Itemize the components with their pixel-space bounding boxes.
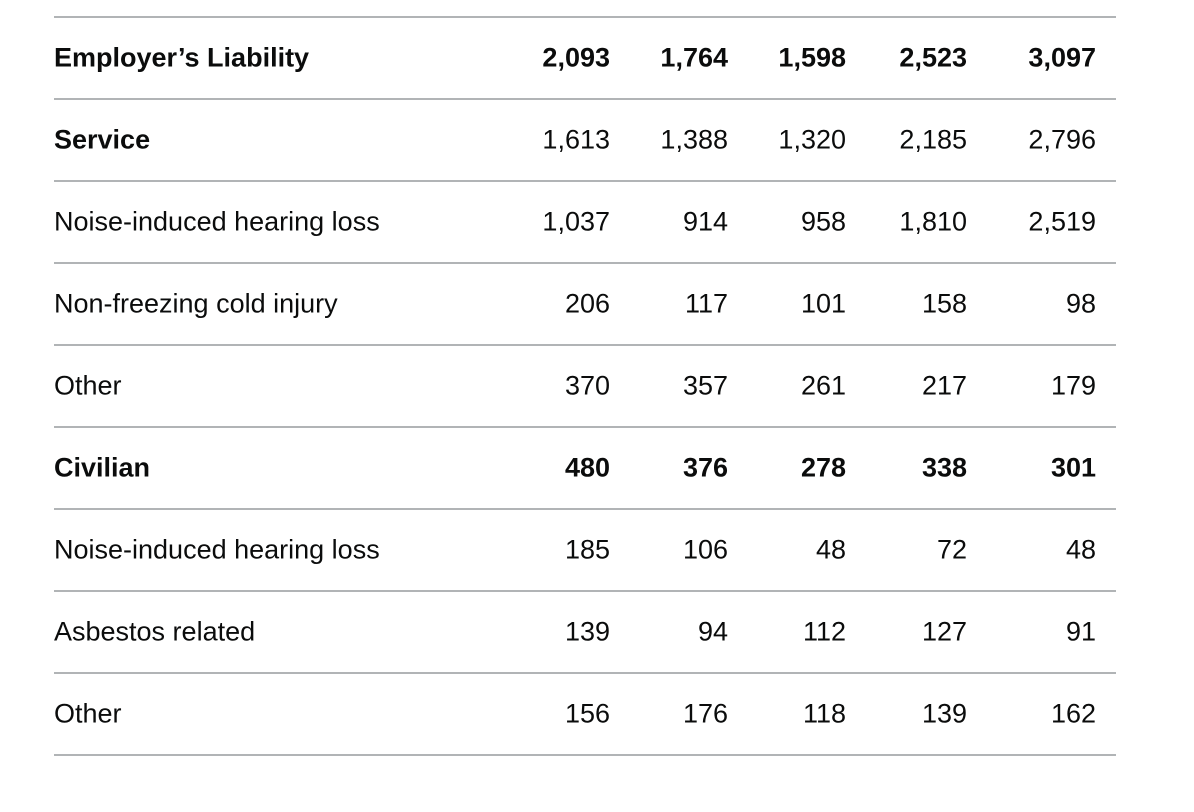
cell-value: 117 xyxy=(684,288,728,319)
row-label: Noise-induced hearing loss xyxy=(54,534,380,565)
cell-value: 301 xyxy=(1050,452,1096,483)
cell-value: 139 xyxy=(921,698,967,729)
cell-value: 1,764 xyxy=(660,42,728,73)
cell-value: 2,523 xyxy=(899,42,967,73)
cell-value: 72 xyxy=(936,534,967,565)
table-row: Service 1,613 1,388 1,320 2,185 2,796 xyxy=(54,100,1116,182)
cell-value: 338 xyxy=(921,452,967,483)
cell-value: 958 xyxy=(800,206,846,237)
cell-value: 278 xyxy=(800,452,846,483)
cell-value: 3,097 xyxy=(1028,42,1096,73)
cell-value: 217 xyxy=(921,370,967,401)
cell-value: 139 xyxy=(564,616,610,647)
cell-value: 1,320 xyxy=(778,124,846,155)
cell-value: 2,093 xyxy=(542,42,610,73)
cell-value: 2,519 xyxy=(1028,206,1096,237)
cell-value: 206 xyxy=(564,288,610,319)
cell-value: 2,796 xyxy=(1028,124,1096,155)
table-row: Other 370 357 261 217 179 xyxy=(54,346,1116,428)
cell-value: 1,037 xyxy=(542,206,610,237)
cell-value: 2,185 xyxy=(899,124,967,155)
row-label: Civilian xyxy=(54,452,151,483)
row-label: Other xyxy=(54,698,122,729)
cell-value: 357 xyxy=(682,370,728,401)
cell-value: 91 xyxy=(1065,616,1096,647)
cell-value: 158 xyxy=(921,288,967,319)
cell-value: 176 xyxy=(682,698,728,729)
row-label: Noise-induced hearing loss xyxy=(54,206,380,237)
cell-value: 106 xyxy=(682,534,728,565)
cell-value: 162 xyxy=(1050,698,1096,729)
row-label: Service xyxy=(54,124,151,155)
table-row: Non-freezing cold injury 206 117 101 158… xyxy=(54,264,1116,346)
table-row: Employer’s Liability 2,093 1,764 1,598 2… xyxy=(54,18,1116,100)
cell-value: 94 xyxy=(697,616,728,647)
table-row: Asbestos related 139 94 112 127 91 xyxy=(54,592,1116,674)
cell-value: 179 xyxy=(1050,370,1096,401)
table-row: Other 156 176 118 139 162 xyxy=(54,674,1116,756)
cell-value: 48 xyxy=(815,534,846,565)
row-label: Non-freezing cold injury xyxy=(54,288,338,319)
cell-value: 118 xyxy=(802,698,846,729)
cell-value: 261 xyxy=(800,370,846,401)
cell-value: 1,598 xyxy=(778,42,846,73)
cell-value: 914 xyxy=(682,206,728,237)
table-row: Civilian 480 376 278 338 301 xyxy=(54,428,1116,510)
table-row: Noise-induced hearing loss 185 106 48 72… xyxy=(54,510,1116,592)
claims-table: Employer’s Liability 2,093 1,764 1,598 2… xyxy=(54,16,1116,756)
row-label: Asbestos related xyxy=(54,616,256,647)
cell-value: 185 xyxy=(564,534,610,565)
cell-value: 127 xyxy=(921,616,967,647)
cell-value: 156 xyxy=(564,698,610,729)
cell-value: 98 xyxy=(1065,288,1096,319)
cell-value: 112 xyxy=(802,616,846,647)
cell-value: 48 xyxy=(1065,534,1096,565)
cell-value: 376 xyxy=(682,452,728,483)
cell-value: 1,810 xyxy=(899,206,967,237)
row-label: Employer’s Liability xyxy=(54,42,310,73)
cell-value: 1,613 xyxy=(542,124,610,155)
cell-value: 1,388 xyxy=(660,124,728,155)
cell-value: 101 xyxy=(800,288,846,319)
cell-value: 370 xyxy=(564,370,610,401)
row-label: Other xyxy=(54,370,122,401)
cell-value: 480 xyxy=(564,452,610,483)
table-row: Noise-induced hearing loss 1,037 914 958… xyxy=(54,182,1116,264)
